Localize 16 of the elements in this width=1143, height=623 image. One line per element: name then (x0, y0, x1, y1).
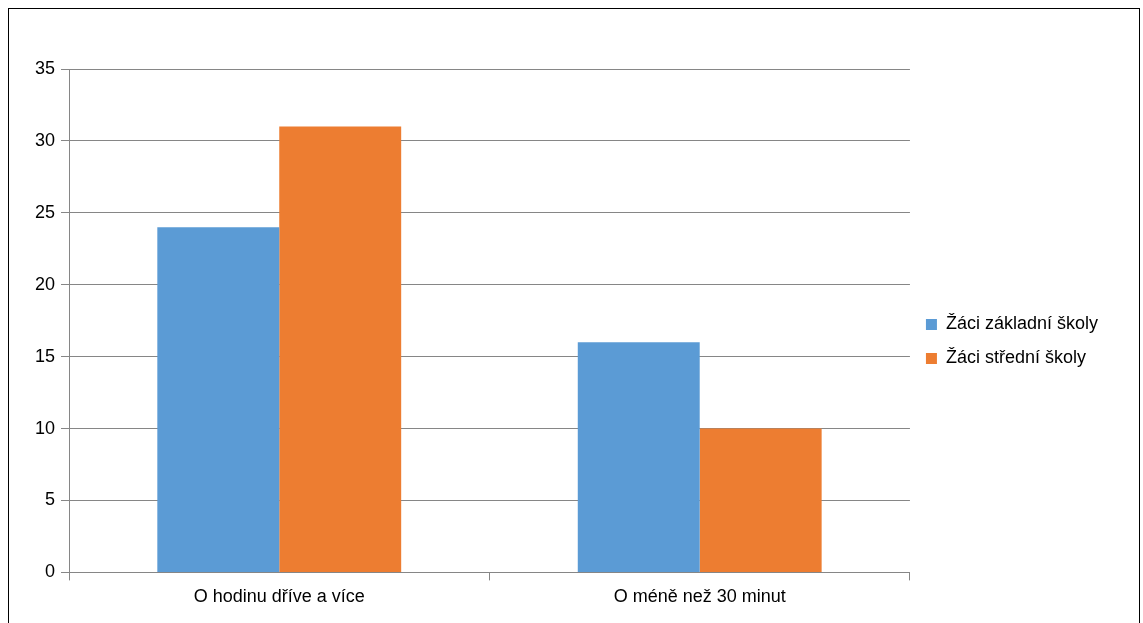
y-tick-label: 30 (34, 129, 56, 150)
bar (577, 342, 700, 572)
bar (279, 126, 402, 572)
y-tick-label: 25 (34, 201, 56, 222)
legend-label: Žáci střední školy (945, 347, 1086, 368)
bar (699, 428, 822, 572)
y-tick-label: 15 (34, 345, 56, 366)
legend-label: Žáci základní školy (945, 313, 1098, 334)
y-tick-label: 5 (45, 489, 56, 510)
bar (157, 227, 280, 572)
y-tick-label: 0 (45, 561, 56, 582)
x-tick-label: O méně než 30 minut (613, 586, 786, 607)
x-tick-label: O hodinu dříve a více (193, 586, 365, 607)
y-tick-label: 10 (34, 417, 56, 438)
y-tick-label: 20 (34, 273, 56, 294)
y-tick-label: 35 (34, 57, 56, 78)
